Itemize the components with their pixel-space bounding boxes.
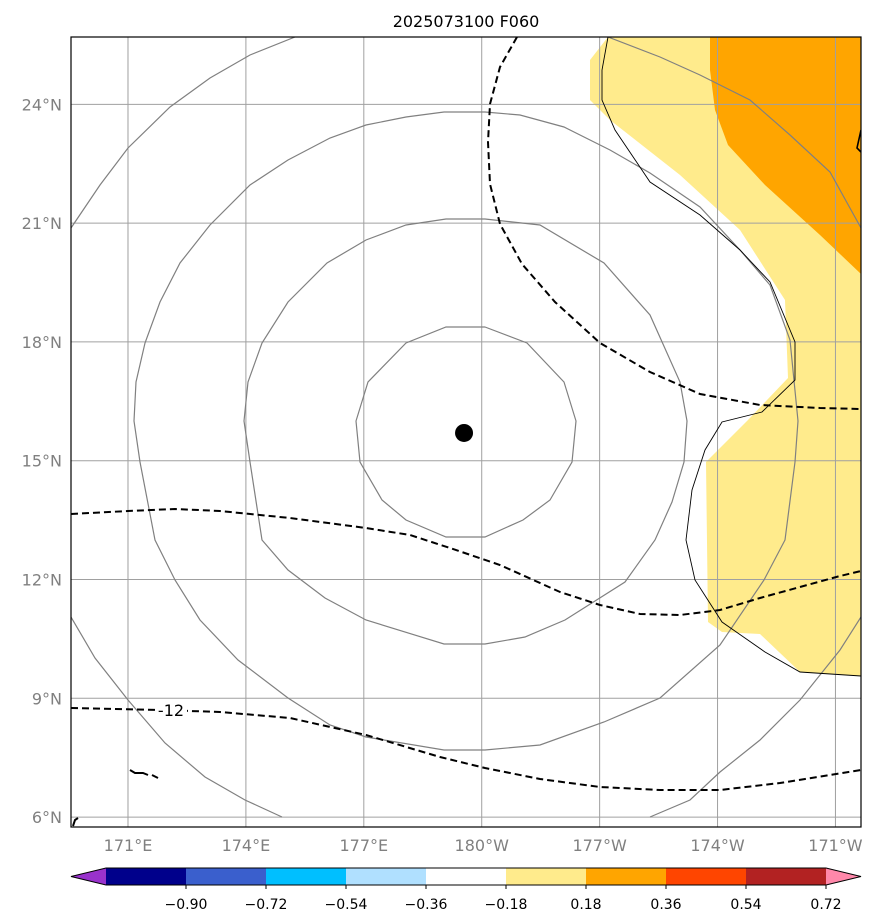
island-feature (129, 769, 159, 779)
colorbar-tick-label: −0.72 (245, 897, 288, 913)
latitude-tick-label: 9°N (32, 689, 62, 708)
colorbar-tick-label: −0.36 (405, 897, 448, 913)
island-feature (72, 817, 79, 827)
colorbar-segment (106, 868, 186, 885)
gridlines (71, 37, 861, 827)
colorbar-segment (346, 868, 426, 885)
coast-fragment (856, 129, 861, 153)
colorbar-segment (826, 868, 861, 885)
longitude-tick-label: 171°E (104, 836, 153, 855)
latitude-tick-labels: 6°N 9°N 12°N 15°N 18°N 21°N 24°N (22, 95, 62, 827)
longitude-tick-label: 177°E (339, 836, 388, 855)
longitude-tick-labels: 171°E 174°E 177°E 180°W 177°W 174°W 171°W (104, 836, 863, 855)
map-title: 2025073100 F060 (393, 12, 540, 31)
colorbar-tick-label: −0.90 (165, 897, 208, 913)
latitude-tick-label: 21°N (22, 214, 62, 233)
colorbar-segment (506, 868, 586, 885)
colorbar-tick-label: 0.72 (810, 897, 841, 913)
colorbar-segment (426, 868, 506, 885)
colorbar-segment (586, 868, 666, 885)
colorbar-tick-label: 0.18 (570, 897, 601, 913)
longitude-tick-label: 174°E (222, 836, 271, 855)
longitude-tick-label: 177°W (572, 836, 627, 855)
colorbar-segment (186, 868, 266, 885)
colorbar-segment (71, 868, 106, 885)
strong-positive-anomaly-fill (710, 37, 861, 274)
latitude-tick-label: 24°N (22, 95, 62, 114)
longitude-tick-label: 180°W (455, 836, 510, 855)
longitude-tick-label: 174°W (690, 836, 745, 855)
dashed-contours (71, 37, 861, 791)
colorbar-tick-label: −0.54 (325, 897, 368, 913)
colorbar-tick-label: 0.36 (650, 897, 681, 913)
longitude-tick-label: 171°W (808, 836, 863, 855)
colorbar-tick-label: 0.54 (730, 897, 761, 913)
colorbar: −0.90 −0.72 −0.54 −0.36 −0.18 0.18 0.36 0.54 0.7… (70, 867, 862, 913)
colorbar-segment (746, 868, 826, 885)
colorbar-outline (70, 867, 862, 886)
latitude-tick-label: 18°N (22, 333, 62, 352)
latitude-tick-label: 15°N (22, 452, 62, 471)
colorbar-tick-label: −0.18 (485, 897, 528, 913)
storm-center-marker (455, 423, 474, 442)
map-frame (70, 36, 862, 828)
latitude-tick-label: 12°N (22, 571, 62, 590)
colorbar-segment (666, 868, 746, 885)
contour-label: -12 (158, 701, 184, 720)
colorbar-segment (266, 868, 346, 885)
latitude-tick-label: 6°N (32, 808, 62, 827)
map-area: -12 (71, 37, 861, 827)
boundary-line (601, 37, 861, 677)
